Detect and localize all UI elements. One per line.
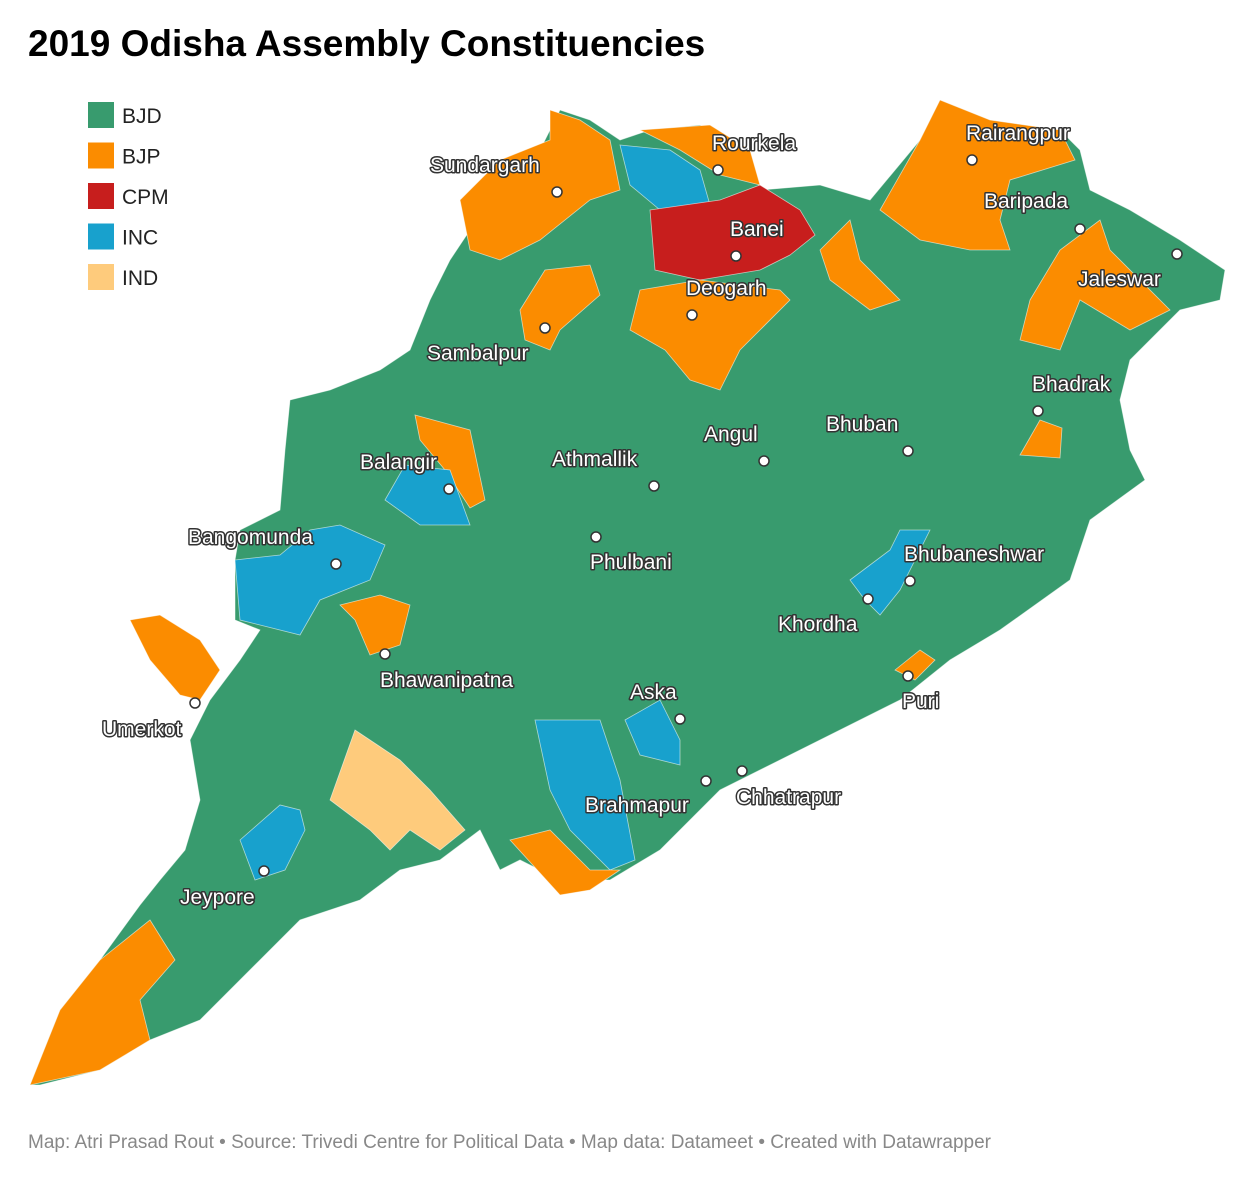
- place-dot: [330, 558, 342, 570]
- legend-swatch: [88, 102, 114, 128]
- footer: Map: Atri Prasad Rout • Source: Trivedi …: [28, 1132, 992, 1153]
- region: [1019, 419, 1063, 459]
- region: [129, 614, 221, 701]
- legend-label: IND: [122, 267, 158, 290]
- region: [879, 99, 1076, 251]
- place-dot: [1032, 405, 1044, 417]
- region: [384, 464, 471, 526]
- place-label: Phulbani: [590, 551, 672, 574]
- place-dot: [590, 531, 602, 543]
- place-dot: [189, 697, 201, 709]
- place-dot: [674, 713, 686, 725]
- place-dot: [258, 865, 270, 877]
- legend-swatch: [88, 183, 114, 209]
- place-label: Aska: [630, 681, 677, 704]
- place-label: Sambalpur: [427, 342, 529, 365]
- place-label: Banei: [730, 218, 784, 241]
- places: Rourkela Rairangpur Sundargarh Baripada …: [101, 121, 1183, 911]
- region: [29, 99, 1226, 1086]
- place-label: Athmallik: [552, 448, 638, 471]
- place-dot: [1171, 248, 1183, 260]
- legend-swatch: [88, 142, 114, 169]
- place-label: Puri: [902, 690, 939, 713]
- place-label: Brahmapur: [585, 794, 689, 817]
- place-dot: [712, 164, 724, 176]
- place-dot: [730, 250, 742, 262]
- region: [629, 279, 791, 391]
- place-dot: [758, 455, 770, 467]
- region: [509, 829, 622, 896]
- place-dot: [902, 670, 914, 682]
- place-dot: [648, 480, 660, 492]
- legend-label: INC: [122, 227, 158, 250]
- place-label: Bhubaneshwar: [904, 543, 1044, 566]
- region: [339, 594, 411, 656]
- place-dot: [736, 765, 748, 777]
- place-label: Angul: [704, 423, 758, 446]
- place-dot: [966, 154, 978, 166]
- place-label: Sundargarh: [430, 154, 540, 177]
- legend-label: BJP: [122, 146, 161, 169]
- place-label: Bhuban: [826, 413, 898, 436]
- place-label: Baripada: [984, 190, 1068, 213]
- region: [819, 219, 901, 311]
- region: [624, 699, 681, 766]
- place-dot: [862, 593, 874, 605]
- legend-swatch: [88, 264, 114, 290]
- region: [414, 414, 486, 509]
- place-label: Rourkela: [712, 132, 796, 155]
- place-label: Jeypore: [180, 886, 255, 909]
- place-dot: [443, 483, 455, 495]
- legend-label: CPM: [122, 186, 169, 209]
- legend-swatch: [88, 223, 114, 250]
- title: 2019 Odisha Assembly Constituencies: [28, 23, 705, 64]
- place-dot: [686, 309, 698, 321]
- place-label: Balangir: [360, 451, 437, 474]
- place-dot: [539, 322, 551, 334]
- region: [534, 719, 636, 871]
- place-dot: [902, 445, 914, 457]
- region: [1019, 219, 1171, 351]
- legend-label: BJD: [122, 105, 162, 128]
- place-dot: [551, 186, 563, 198]
- place-label: Bhawanipatna: [380, 669, 513, 692]
- region: [459, 109, 621, 261]
- place-label: Rairangpur: [966, 122, 1070, 145]
- map: [29, 99, 1226, 1086]
- region: [649, 184, 816, 281]
- region: [29, 919, 176, 1086]
- region: [234, 524, 386, 636]
- place-label: Jaleswar: [1078, 268, 1161, 291]
- legend: BJD BJP CPM INC IND: [88, 102, 169, 290]
- region: [329, 729, 466, 851]
- place-dot: [904, 575, 916, 587]
- place-label: Khordha: [778, 613, 858, 636]
- place-label: Umerkot: [102, 718, 182, 741]
- region: [239, 804, 306, 881]
- place-label: Chhatrapur: [736, 786, 841, 809]
- place-dot: [379, 648, 391, 660]
- place-dot: [700, 775, 712, 787]
- place-label: Deogarh: [686, 277, 767, 300]
- place-label: Bangomunda: [188, 526, 313, 549]
- place-dot: [1074, 223, 1086, 235]
- place-label: Bhadrak: [1032, 373, 1111, 396]
